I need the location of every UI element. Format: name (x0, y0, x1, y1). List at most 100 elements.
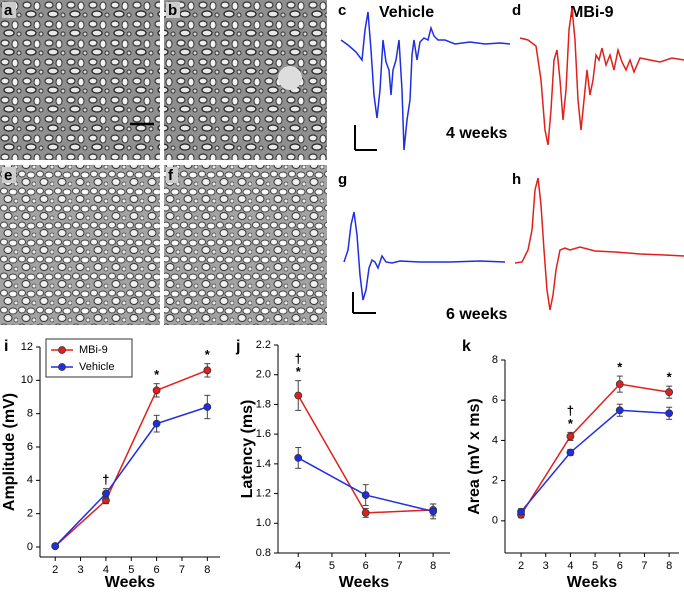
x-tick-label: 8 (666, 560, 672, 572)
x-axis-label: Weeks (105, 574, 156, 591)
point (615, 380, 624, 389)
x-tick-label: 2 (52, 564, 58, 576)
panel-letter: e (4, 167, 12, 184)
x-tick-label: 6 (617, 560, 623, 572)
y-tick-label: 0 (27, 541, 33, 553)
series-line (54, 369, 208, 547)
y-tick-label: 2.0 (256, 369, 271, 381)
point (566, 432, 575, 441)
x-tick-label: 4 (103, 564, 109, 576)
x-tick-label: 7 (641, 560, 647, 572)
x-tick-label: 5 (128, 564, 134, 576)
series-line (54, 406, 208, 547)
y-axis-label: Latency (ms) (239, 400, 256, 499)
series-line (520, 383, 670, 516)
panel-letter: h (512, 171, 521, 188)
trace (340, 11, 511, 151)
annotation: * (667, 370, 673, 385)
panel-letter: f (168, 167, 174, 184)
y-axis-label: Area (mV x ms) (466, 398, 483, 515)
point (665, 388, 674, 397)
y-tick-label: 1.8 (256, 398, 271, 410)
point (102, 489, 110, 498)
panel-letter: b (168, 2, 177, 19)
y-tick-label: 4 (492, 434, 498, 446)
x-tick-label: 5 (592, 560, 598, 572)
x-tick-label: 6 (154, 564, 160, 576)
micrograph (164, 0, 327, 160)
y-tick-label: 12 (21, 341, 33, 353)
y-tick-label: 2 (27, 508, 33, 520)
annotation: * (617, 360, 623, 375)
y-tick-label: 6 (492, 394, 498, 406)
letter-bg (2, 167, 16, 183)
point (152, 386, 161, 395)
panel-letter: g (338, 171, 347, 188)
x-tick-label: 4 (567, 560, 573, 572)
point (294, 391, 303, 400)
annotation: † (102, 472, 109, 487)
annotation: † (295, 351, 302, 366)
point (429, 507, 438, 516)
point (294, 454, 303, 462)
y-tick-label: 8 (27, 408, 33, 420)
trace-label: Vehicle (379, 4, 434, 21)
annotation: * (296, 364, 302, 379)
panel-letter: i (4, 338, 8, 355)
y-tick-label: 0 (492, 515, 498, 527)
panel-letter: j (235, 338, 240, 355)
x-tick-label: 3 (543, 560, 549, 572)
time-label: 4 weeks (446, 125, 507, 142)
y-tick-label: 8 (492, 354, 498, 366)
y-tick-label: 1.6 (256, 428, 271, 440)
x-axis-label: Weeks (567, 574, 618, 591)
y-tick-label: 1.4 (256, 458, 271, 470)
point (361, 491, 370, 499)
vacuole (278, 66, 302, 90)
annotation: † (567, 403, 574, 418)
y-tick-label: 2.2 (256, 339, 271, 351)
annotation: * (568, 416, 574, 431)
trace-label: MBi-9 (570, 4, 614, 21)
time-label: 6 weeks (446, 306, 507, 323)
point (152, 419, 161, 428)
point (203, 403, 212, 411)
legend-marker (58, 363, 66, 371)
annotation: * (205, 347, 211, 362)
x-tick-label: 7 (396, 560, 402, 572)
y-axis-label: Amplitude (mV) (1, 393, 18, 511)
y-tick-label: 1.2 (256, 487, 271, 499)
legend-label: MBi-9 (79, 344, 108, 356)
micrograph (0, 165, 160, 325)
point (665, 409, 674, 418)
point (361, 508, 370, 517)
y-tick-label: 1.0 (256, 517, 271, 529)
panel-letter: k (462, 338, 471, 355)
trace (343, 211, 506, 301)
micrograph (164, 165, 327, 325)
trace (519, 7, 684, 146)
y-tick-label: 4 (27, 474, 33, 486)
y-tick-label: 6 (27, 441, 33, 453)
y-tick-label: 0.8 (256, 547, 271, 559)
panel-letter: c (338, 2, 346, 19)
x-tick-label: 6 (363, 560, 369, 572)
x-tick-label: 7 (179, 564, 185, 576)
legend-box (45, 338, 133, 378)
micrograph (0, 0, 160, 160)
y-tick-label: 2 (492, 475, 498, 487)
series-line (520, 409, 670, 513)
letter-bg (2, 2, 16, 18)
panel-letter: a (4, 2, 13, 19)
point (615, 406, 624, 415)
letter-bg (166, 167, 178, 183)
point (203, 366, 212, 375)
annotation: * (154, 367, 160, 382)
x-tick-label: 4 (295, 560, 301, 572)
point (517, 507, 525, 516)
letter-bg (166, 2, 180, 18)
x-tick-label: 2 (518, 560, 524, 572)
point (566, 448, 575, 457)
